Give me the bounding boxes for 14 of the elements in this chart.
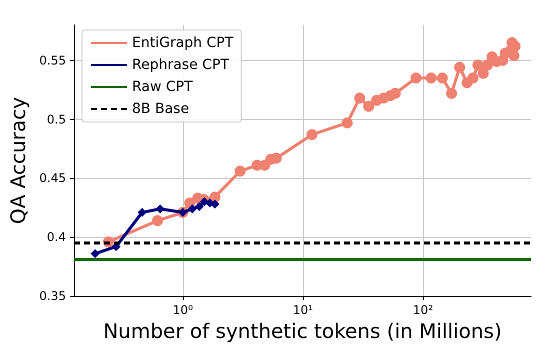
y-axis-title: QA Accuracy <box>6 96 30 224</box>
legend-label: Raw CPT <box>132 79 194 95</box>
x-tick-label: 10¹ <box>292 303 314 318</box>
x-tick-label: 10⁰ <box>172 303 194 318</box>
y-tick-label: 0.35 <box>39 289 66 304</box>
x-axis-title: Number of synthetic tokens (in Millions) <box>103 319 502 343</box>
legend-label: 8B Base <box>132 101 190 117</box>
legend-label: EntiGraph CPT <box>132 35 234 51</box>
y-tick-label: 0.45 <box>39 171 66 186</box>
y-tick-label: 0.55 <box>39 53 66 68</box>
legend-label: Rephrase CPT <box>132 57 230 73</box>
y-tick-label: 0.4 <box>46 230 66 244</box>
x-tick-label: 10² <box>412 303 434 318</box>
y-tick-label: 0.5 <box>46 112 66 126</box>
